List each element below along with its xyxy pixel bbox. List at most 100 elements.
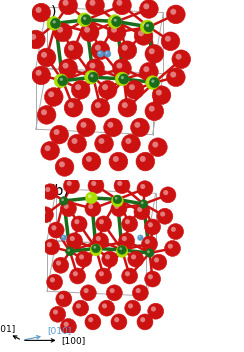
Circle shape [110,288,115,293]
Circle shape [166,68,185,87]
Circle shape [48,91,54,97]
Circle shape [118,246,126,254]
Circle shape [57,27,63,33]
Circle shape [41,210,46,215]
Circle shape [81,122,86,128]
Circle shape [73,300,89,316]
Circle shape [102,251,118,267]
Circle shape [74,219,80,224]
Circle shape [122,268,138,284]
Circle shape [77,118,95,137]
Circle shape [129,84,135,90]
Circle shape [96,236,101,241]
Circle shape [93,233,109,249]
Circle shape [56,260,61,266]
Circle shape [98,138,104,144]
Circle shape [54,74,68,88]
Circle shape [59,294,64,299]
Circle shape [90,74,93,77]
Circle shape [59,161,65,167]
Circle shape [52,20,56,24]
Circle shape [99,52,101,54]
Circle shape [119,233,134,249]
Circle shape [122,236,127,241]
Circle shape [92,244,100,253]
Circle shape [113,156,119,162]
Circle shape [73,271,78,276]
Circle shape [148,222,153,227]
Circle shape [75,84,81,90]
Circle shape [79,254,84,259]
Circle shape [142,236,158,252]
Circle shape [50,19,54,24]
Circle shape [145,102,164,121]
Circle shape [117,181,122,186]
Circle shape [95,102,101,108]
Circle shape [102,303,107,308]
Circle shape [37,106,56,124]
Circle shape [107,23,126,42]
Circle shape [137,181,153,197]
Circle shape [113,59,131,77]
Circle shape [137,207,142,212]
Circle shape [118,75,122,79]
Circle shape [62,236,64,238]
Circle shape [50,277,55,282]
Circle shape [114,197,118,201]
Circle shape [50,125,69,144]
Circle shape [80,23,99,42]
Circle shape [90,244,102,256]
Circle shape [141,201,144,204]
Circle shape [84,27,90,33]
Circle shape [145,44,164,63]
Text: (b): (b) [50,183,70,197]
Circle shape [157,208,173,224]
Circle shape [138,235,143,240]
Circle shape [111,27,117,33]
Circle shape [112,17,122,26]
Circle shape [95,134,113,153]
Circle shape [122,216,138,232]
Circle shape [143,66,149,72]
Circle shape [45,187,50,192]
Circle shape [170,9,176,15]
Circle shape [176,54,182,59]
Circle shape [38,207,53,223]
Circle shape [151,254,167,270]
Circle shape [71,216,87,232]
Circle shape [41,142,60,160]
Circle shape [88,72,98,82]
Circle shape [144,22,154,32]
Circle shape [68,45,74,51]
Circle shape [104,51,111,57]
Circle shape [111,201,127,216]
Circle shape [114,19,117,22]
Circle shape [83,17,86,20]
Circle shape [61,201,76,216]
Circle shape [145,271,161,287]
Circle shape [88,204,93,209]
Circle shape [160,187,176,203]
Circle shape [85,314,101,330]
Circle shape [168,224,183,240]
Circle shape [102,84,108,90]
Circle shape [61,319,76,334]
Circle shape [114,317,119,322]
Circle shape [163,190,168,195]
Circle shape [99,219,104,224]
Circle shape [78,13,91,26]
Circle shape [145,239,150,244]
Circle shape [70,268,86,284]
Circle shape [68,134,86,153]
Circle shape [137,314,153,330]
Circle shape [96,216,112,232]
Circle shape [112,195,123,207]
Circle shape [113,195,122,204]
Circle shape [125,219,130,224]
Circle shape [71,138,78,144]
Circle shape [106,52,108,54]
Circle shape [136,288,141,293]
Circle shape [50,306,66,322]
Text: (a): (a) [38,5,57,19]
Circle shape [93,246,96,249]
